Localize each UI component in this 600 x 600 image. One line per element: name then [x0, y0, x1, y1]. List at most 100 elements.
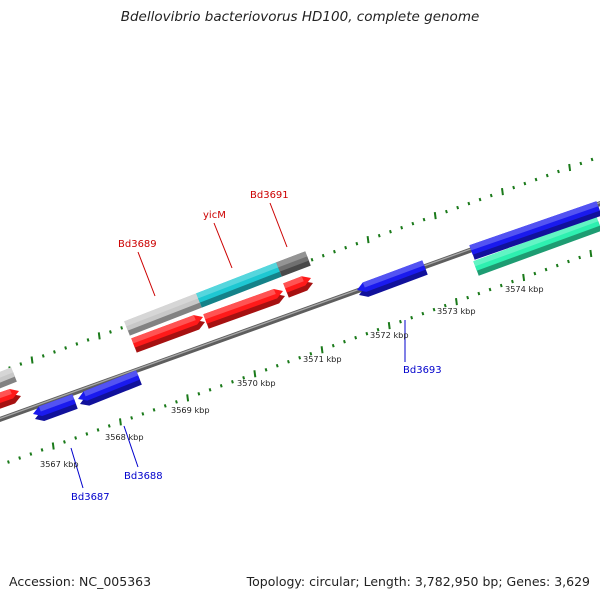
lower-tick [533, 271, 537, 276]
upper-tick [75, 342, 79, 346]
upper-tick [344, 245, 348, 250]
lower-tick [130, 416, 134, 420]
upper-tick [321, 253, 325, 258]
lower-tick [511, 279, 514, 284]
upper-tick [512, 185, 516, 190]
gene-red-3-face [283, 276, 311, 293]
lower-tick [298, 355, 302, 360]
lower-tick [410, 315, 414, 320]
upper-tick [501, 187, 504, 196]
upper-tick [467, 201, 471, 206]
lower-tick [443, 303, 447, 308]
upper-tick [456, 205, 460, 210]
upper-tick [579, 161, 583, 166]
upper-tick [97, 332, 101, 340]
upper-tick [366, 236, 370, 244]
gene-bd3688-edge [83, 370, 139, 397]
upper-tick [64, 346, 68, 350]
upper-tick [355, 241, 359, 246]
leader-line [269, 202, 288, 248]
gene-yicm-edge [196, 262, 279, 299]
gene-red-3-edge [283, 276, 304, 289]
lower-tick [387, 322, 391, 330]
upper-tick [333, 249, 336, 254]
genome-title: Bdellovibrio bacteriovorus HD100, comple… [120, 9, 480, 25]
lower-tick [343, 339, 346, 344]
lower-tick [309, 351, 313, 356]
gene-label: Bd3691 [250, 190, 289, 201]
upper-tick [30, 356, 34, 364]
gene-red-3-shadow [285, 281, 313, 298]
lower-tick [331, 343, 335, 348]
gene-label: Bd3688 [124, 471, 163, 482]
ruler-label: 3570 kbp [237, 378, 276, 388]
gene-right-green-edge [473, 216, 599, 267]
lower-tick [7, 460, 10, 464]
upper-tick [478, 197, 482, 202]
upper-tick [411, 221, 415, 226]
gene-bd3691 [276, 251, 311, 277]
lower-tick [63, 440, 66, 444]
gene-bd3688 [78, 370, 142, 406]
leader-line [213, 222, 233, 269]
upper-tick [523, 181, 527, 186]
upper-tick [41, 354, 45, 358]
lower-tick [51, 442, 55, 450]
gene-red-1-edge [131, 315, 196, 344]
upper-tick [120, 326, 124, 330]
lower-tick [432, 307, 436, 312]
gene-bd3687-edge [38, 394, 75, 412]
lower-tick [499, 283, 503, 288]
gene-red-3 [283, 276, 313, 298]
lower-tick [119, 418, 122, 426]
lower-tick [376, 327, 380, 332]
lower-tick [231, 380, 234, 384]
gene-track [0, 201, 600, 421]
lower-tick [141, 412, 145, 416]
upper-tick [310, 257, 314, 262]
lower-tick [29, 452, 33, 456]
lower-tick [578, 255, 582, 260]
lower-tick-track [7, 249, 593, 464]
lower-tick [219, 384, 223, 388]
upper-tick [568, 163, 572, 172]
label-leaders [70, 202, 406, 489]
upper-tick [389, 229, 392, 234]
lower-tick [320, 346, 324, 354]
gene-red-1 [131, 315, 205, 353]
accession-text: Accession: NC_005363 [9, 574, 152, 589]
gene-label: Bd3693 [403, 365, 442, 376]
upper-tick [19, 362, 23, 366]
lower-tick [287, 359, 290, 364]
gene-label: yicM [203, 210, 226, 221]
gene-right-blue [469, 201, 600, 260]
lower-tick [555, 263, 559, 268]
upper-tick [86, 338, 90, 342]
lower-tick [40, 448, 44, 452]
upper-tick [400, 225, 404, 230]
upper-tick [433, 211, 437, 220]
lower-tick [354, 335, 358, 340]
lower-tick [107, 424, 111, 428]
gene-bd3687 [33, 394, 78, 421]
lower-tick [567, 259, 570, 264]
lower-tick [85, 432, 89, 436]
gene-red-2-edge [203, 288, 276, 320]
lower-tick [163, 404, 167, 408]
lower-tick [488, 287, 492, 292]
lower-tick [275, 363, 279, 368]
lower-tick [96, 428, 100, 432]
lower-tick [589, 249, 593, 258]
gene-label: Bd3689 [118, 239, 157, 250]
gene-label: Bd3687 [71, 492, 110, 503]
gene-bd3689-edge [124, 293, 199, 327]
lower-tick [197, 392, 201, 396]
gene-left-gray [0, 367, 17, 389]
ruler-label: 3568 kbp [105, 432, 144, 442]
leader-line [123, 425, 139, 468]
upper-tick [445, 209, 448, 214]
upper-tick [545, 173, 549, 178]
gene-red-2 [203, 288, 285, 329]
gene-labels: Bd3689 yicM Bd3691 Bd3693 Bd3687 Bd3688 [71, 190, 442, 503]
